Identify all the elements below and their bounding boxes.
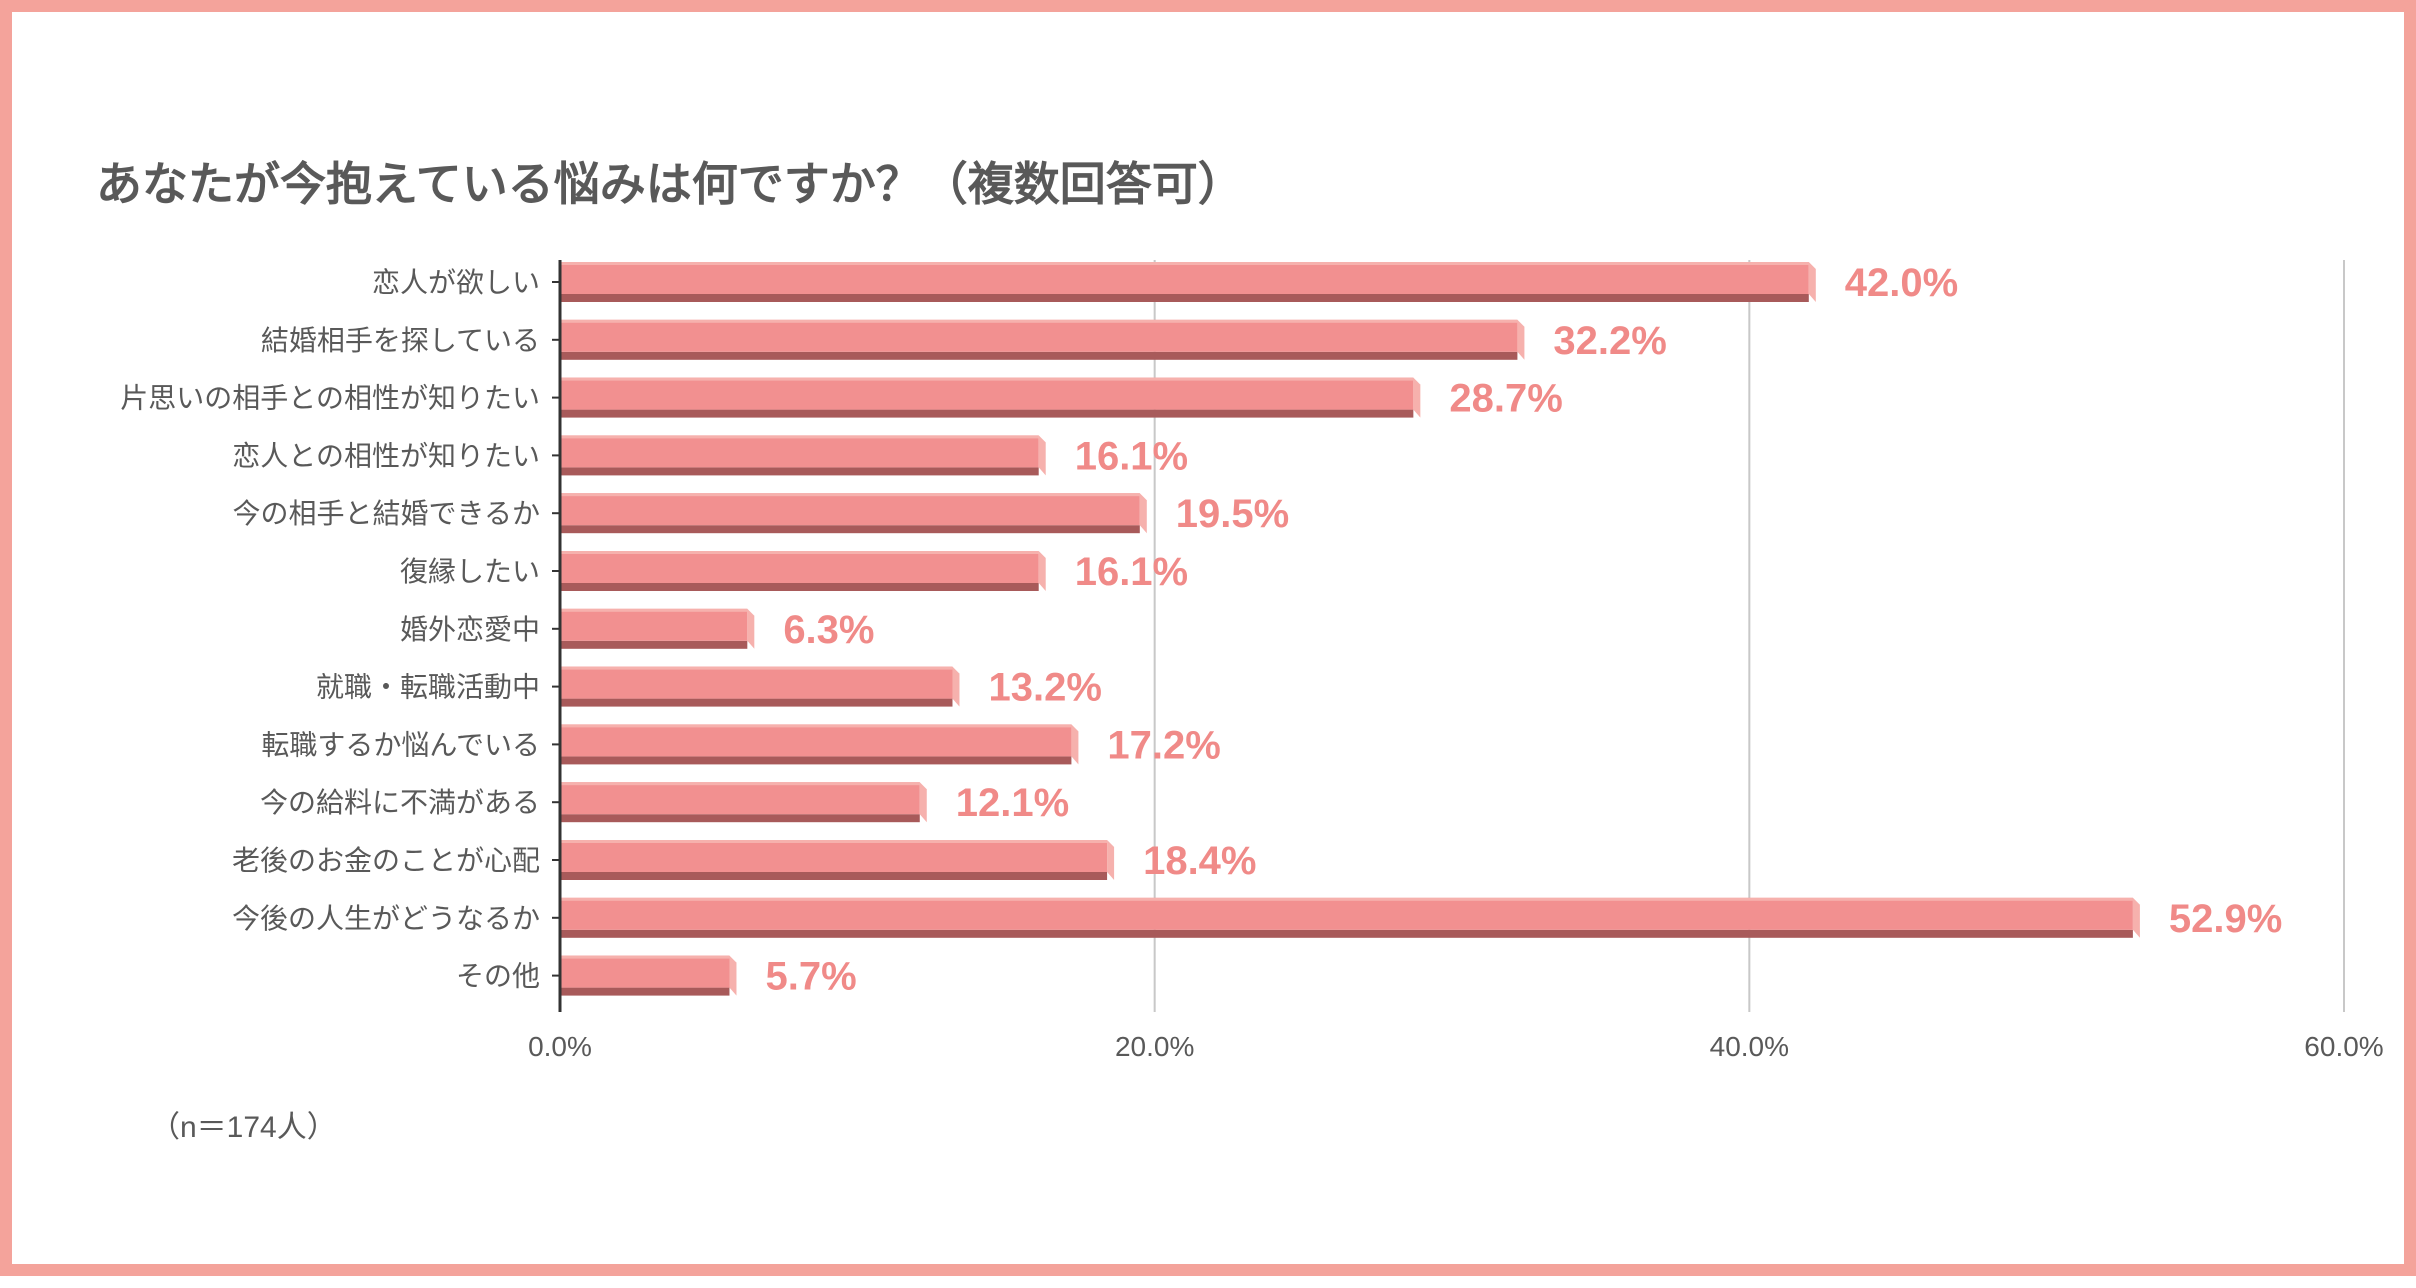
category-label: 就職・転職活動中 [316,672,540,703]
category-label: その他 [456,961,540,992]
x-tick-label: 60.0% [2304,1031,2383,1062]
value-label: 6.3% [783,608,874,652]
x-tick-label: 40.0% [1710,1031,1789,1062]
value-label: 12.1% [956,781,1069,825]
category-label: 今の相手と結婚できるか [233,498,540,529]
category-label: 復縁したい [400,556,540,587]
value-label: 52.9% [2169,897,2282,941]
bar [560,435,1046,476]
bar [560,493,1147,534]
bar [560,840,1115,880]
value-label: 28.7% [1449,377,1562,421]
category-label: 片思いの相手との相性が知りたい [120,383,540,414]
bar [560,319,1525,360]
category-label: 恋人との相性が知りたい [232,440,540,471]
chart-title: あなたが今抱えている悩みは何ですか？（複数回答可） [96,158,1244,210]
value-label: 19.5% [1176,492,1289,536]
value-label: 13.2% [988,666,1101,710]
bar [560,955,737,996]
value-label: 17.2% [1107,723,1220,767]
value-label: 18.4% [1143,839,1256,883]
category-label: 今の給料に不満がある [260,787,540,818]
x-tick-label: 20.0% [1115,1031,1194,1062]
bar [560,666,960,707]
category-label: 結婚相手を探している [261,325,540,356]
sample-size-note: （n＝174人） [150,1111,337,1144]
x-tick-label: 0.0% [528,1031,592,1062]
bar [560,897,2140,938]
value-label: 16.1% [1075,434,1188,478]
bar [560,782,927,823]
bar [560,608,755,649]
value-label: 32.2% [1553,319,1666,363]
bar-chart: 42.0% 恋人が欲しい 32.2% 結婚相手を探している 28.7% 片思いの相手との相… [120,260,2384,1062]
category-label: 今後の人生がどうなるか [232,903,540,934]
value-label: 5.7% [765,955,856,999]
bar [560,724,1079,765]
category-label: 転職するか悩んでいる [261,729,540,760]
category-label: 婚外恋愛中 [400,614,540,645]
bar [560,262,1816,302]
category-label: 老後のお金のことが心配 [232,845,540,876]
value-label: 42.0% [1845,261,1958,305]
value-label: 16.1% [1075,550,1188,594]
bar [560,551,1046,591]
bar [560,377,1421,418]
category-label: 恋人が欲しい [372,267,540,298]
